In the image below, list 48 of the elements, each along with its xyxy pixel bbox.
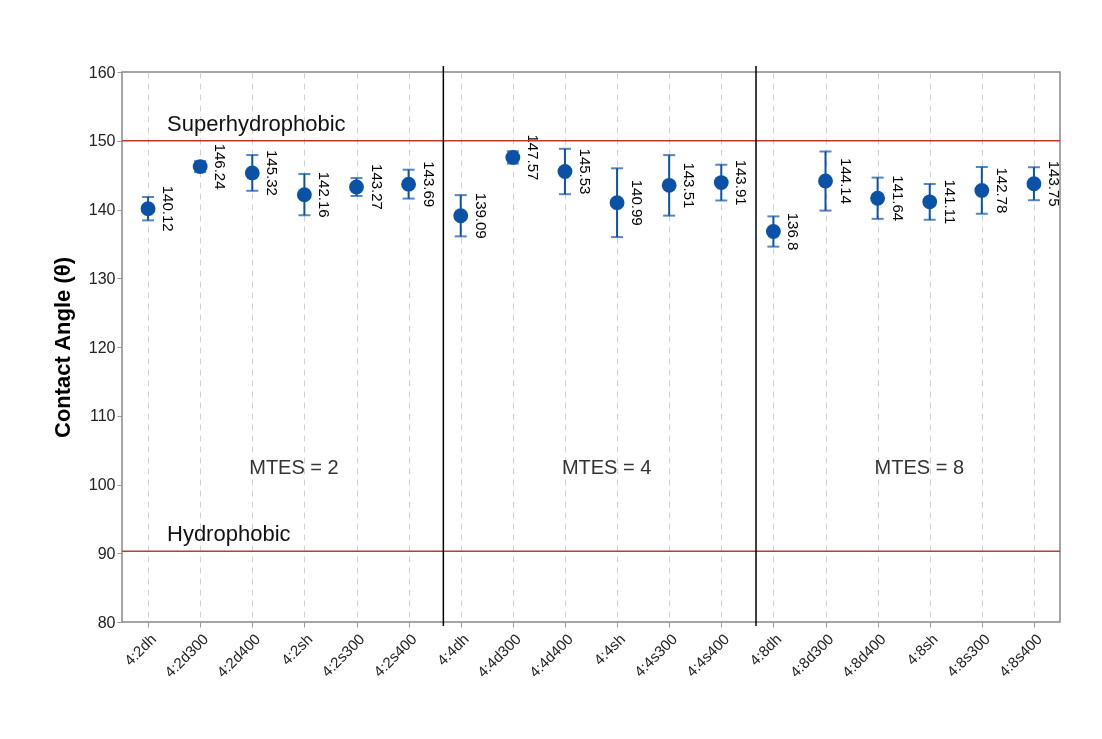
y-tick-label: 100 bbox=[88, 476, 116, 493]
point bbox=[974, 182, 990, 198]
point bbox=[609, 195, 625, 211]
data-label: 139.09 bbox=[472, 192, 490, 239]
point bbox=[140, 201, 156, 217]
y-tick-label: 160 bbox=[88, 63, 116, 81]
data-label: 143.27 bbox=[368, 164, 386, 210]
data-label: 140.12 bbox=[160, 185, 178, 232]
data-label: 147.57 bbox=[524, 134, 542, 181]
ref-line-label: Superhydrophobic bbox=[167, 110, 346, 136]
point bbox=[453, 208, 469, 224]
y-tick-label: 90 bbox=[97, 544, 116, 562]
point bbox=[1026, 176, 1042, 192]
point bbox=[557, 164, 573, 179]
point bbox=[922, 194, 938, 210]
annotation: MTES = 4 bbox=[561, 456, 652, 478]
data-label: 142.78 bbox=[993, 167, 1011, 214]
y-tick-label: 110 bbox=[89, 407, 116, 425]
point bbox=[244, 165, 260, 181]
data-label: 143.75 bbox=[1045, 160, 1063, 207]
y-tick-label: 150 bbox=[88, 132, 116, 150]
data-label: 145.32 bbox=[264, 149, 282, 196]
point bbox=[818, 173, 833, 189]
data-label: 145.53 bbox=[576, 148, 594, 195]
data-label: 141.11 bbox=[941, 179, 959, 225]
y-tick-label: 140 bbox=[88, 201, 116, 218]
y-tick-label: 120 bbox=[88, 338, 116, 356]
data-label: 141.64 bbox=[889, 175, 907, 222]
data-label: 143.69 bbox=[420, 161, 438, 208]
data-label: 142.16 bbox=[316, 171, 334, 218]
point bbox=[661, 177, 677, 193]
data-label: 146.24 bbox=[212, 143, 230, 190]
y-axis-title: Contact Angle (θ) bbox=[49, 257, 75, 438]
ref-line-label: Hydrophobic bbox=[167, 521, 291, 547]
annotation: MTES = 2 bbox=[249, 456, 339, 478]
point bbox=[401, 176, 417, 192]
point bbox=[296, 187, 312, 203]
y-tick-label: 130 bbox=[88, 269, 116, 287]
data-label: 140.99 bbox=[629, 179, 647, 226]
point bbox=[870, 190, 886, 206]
point bbox=[713, 175, 729, 191]
data-label: 143.91 bbox=[733, 159, 751, 206]
annotation: MTES = 8 bbox=[874, 456, 965, 478]
data-label: 136.8 bbox=[785, 212, 803, 251]
data-label: 144.14 bbox=[837, 158, 855, 204]
data-label: 143.51 bbox=[681, 162, 699, 209]
y-tick-label: 80 bbox=[97, 613, 116, 631]
point bbox=[765, 224, 781, 239]
